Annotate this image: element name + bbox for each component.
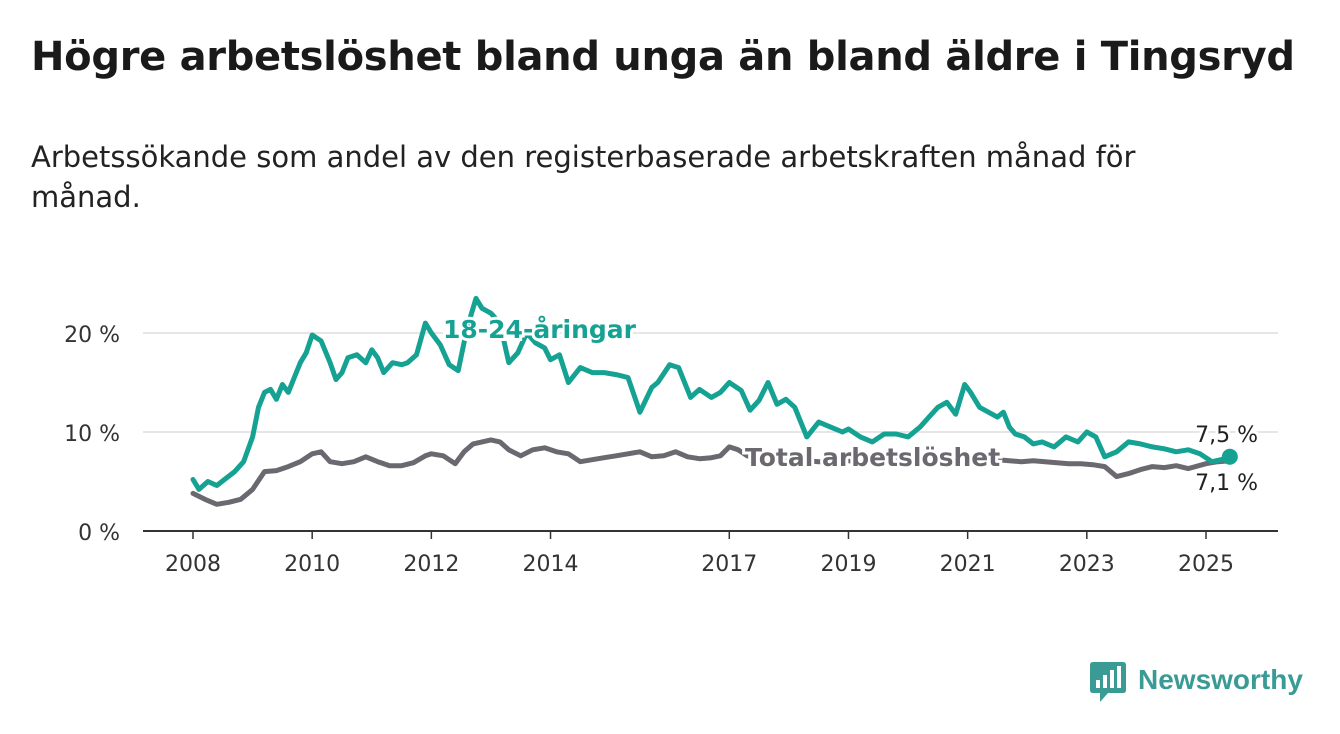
x-tick-label: 2017 — [701, 552, 757, 577]
y-axis-ticks: 0 % 10 % 20 % — [64, 323, 120, 546]
total-end-value-label: 7,1 % — [1195, 471, 1258, 496]
chart-title: Högre arbetslöshet bland unga än bland ä… — [31, 34, 1295, 80]
x-tick-label: 2025 — [1178, 552, 1234, 577]
youth-end-value-label: 7,5 % — [1195, 423, 1258, 448]
newsworthy-logo-icon — [1090, 662, 1126, 702]
x-tick-label: 2019 — [820, 552, 876, 577]
x-tick-label: 2021 — [940, 552, 996, 577]
x-tick-label: 2008 — [165, 552, 221, 577]
series-labels: 18-24-åringar Total arbetslöshet 7,5 % 7,1 … — [440, 312, 1261, 499]
chart-subtitle: Arbetssökande som andel av den registerb… — [31, 140, 1136, 214]
total-series-line — [190, 437, 1233, 507]
series-lines — [190, 295, 1238, 507]
youth-series-line — [190, 295, 1233, 492]
x-tick-label: 2023 — [1059, 552, 1115, 577]
gridlines — [143, 332, 1278, 532]
youth-series-label: 18-24-åringar — [443, 315, 637, 344]
x-tick-label: 2012 — [403, 552, 459, 577]
newsworthy-logo[interactable]: Newsworthy — [1088, 660, 1318, 704]
brand-name: Newsworthy — [1138, 664, 1303, 695]
y-tick-label: 20 % — [64, 323, 120, 348]
y-tick-label: 10 % — [64, 422, 120, 447]
y-tick-label: 0 % — [78, 521, 120, 546]
x-tick-label: 2010 — [284, 552, 340, 577]
x-tick-label: 2014 — [523, 552, 579, 577]
youth-end-point — [1221, 448, 1238, 465]
total-series-label: Total arbetslöshet — [745, 443, 1000, 472]
x-axis-ticks: 2008 2010 2012 2014 2017 2019 2021 2023 2025 — [165, 531, 1234, 577]
